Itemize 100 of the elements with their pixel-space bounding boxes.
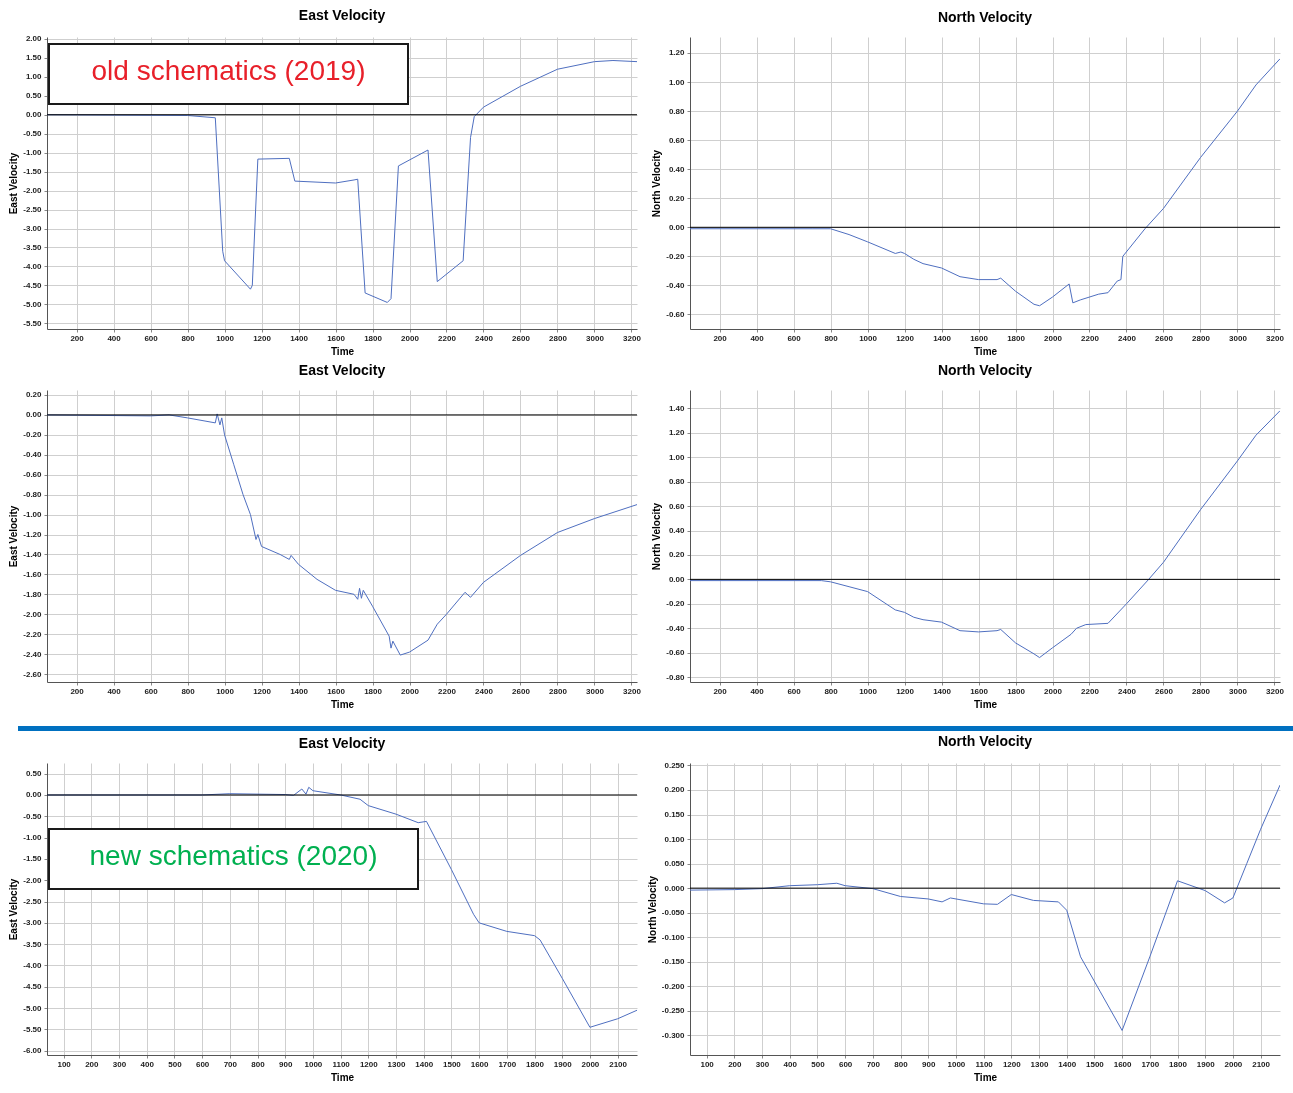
x-tick-label: 2400 bbox=[1118, 333, 1137, 343]
y-tick-label: -0.20 bbox=[666, 599, 686, 609]
x-tick-label: 800 bbox=[181, 686, 196, 696]
x-axis-title: Time bbox=[330, 1071, 355, 1083]
y-tick-label: 0.60 bbox=[668, 135, 686, 145]
x-tick-label: 2000 bbox=[1044, 333, 1063, 343]
y-tick-label: -1.80 bbox=[23, 589, 43, 599]
y-tick-label: -2.60 bbox=[23, 669, 43, 679]
x-tick-label: 1100 bbox=[975, 1059, 994, 1069]
x-tick-label: 1700 bbox=[498, 1059, 517, 1069]
y-tick-label: 0.20 bbox=[668, 550, 686, 560]
y-tick-label: -1.40 bbox=[23, 549, 43, 559]
y-tick-label: -0.50 bbox=[23, 129, 43, 139]
annotation: new schematics (2020) bbox=[88, 840, 379, 872]
x-axis-title: Time bbox=[330, 345, 355, 357]
x-tick-label: 800 bbox=[251, 1059, 266, 1069]
x-tick-label: 800 bbox=[181, 333, 196, 343]
y-tick-label: -0.20 bbox=[23, 430, 43, 440]
y-tick-label: -0.250 bbox=[661, 1006, 686, 1016]
x-tick-label: 2800 bbox=[549, 333, 568, 343]
y-tick-label: -1.00 bbox=[23, 148, 43, 158]
y-tick-label: -0.50 bbox=[23, 811, 43, 821]
y-tick-label: -0.150 bbox=[661, 957, 686, 967]
y-tick-label: -1.50 bbox=[23, 854, 43, 864]
x-tick-label: 200 bbox=[713, 333, 728, 343]
y-tick-label: 0.250 bbox=[664, 760, 686, 770]
x-tick-label: 3200 bbox=[623, 686, 642, 696]
y-tick-label: -0.60 bbox=[23, 470, 43, 480]
x-tick-label: 2100 bbox=[609, 1059, 628, 1069]
x-axis-title: Time bbox=[330, 698, 355, 710]
y-tick-label: -1.20 bbox=[23, 530, 43, 540]
y-tick-label: -4.50 bbox=[23, 982, 43, 992]
y-tick-label: -6.00 bbox=[23, 1046, 43, 1056]
y-tick-label: -3.50 bbox=[23, 242, 43, 252]
y-tick-label: 0.40 bbox=[668, 164, 686, 174]
y-tick-label: -3.00 bbox=[23, 918, 43, 928]
x-tick-label: 400 bbox=[750, 333, 765, 343]
x-tick-label: 1600 bbox=[970, 686, 989, 696]
x-tick-label: 2800 bbox=[1192, 686, 1211, 696]
y-tick-label: -2.40 bbox=[23, 649, 43, 659]
x-tick-label: 1100 bbox=[332, 1059, 351, 1069]
x-tick-label: 2400 bbox=[475, 686, 494, 696]
y-tick-label: 0.50 bbox=[25, 769, 43, 779]
y-tick-label: -0.80 bbox=[23, 490, 43, 500]
y-tick-label: 1.50 bbox=[25, 53, 43, 63]
line-series bbox=[690, 410, 1280, 659]
y-tick-label: -0.100 bbox=[661, 932, 686, 942]
y-tick-label: -1.60 bbox=[23, 569, 43, 579]
chart-title: North Velocity bbox=[937, 733, 1033, 750]
y-tick-label: -0.60 bbox=[666, 309, 686, 319]
y-tick-label: 0.00 bbox=[25, 790, 43, 800]
x-tick-label: 1300 bbox=[387, 1059, 406, 1069]
x-axis-title: Time bbox=[973, 1071, 998, 1083]
x-tick-label: 1400 bbox=[1058, 1059, 1077, 1069]
x-tick-label: 600 bbox=[787, 333, 802, 343]
x-axis-title: Time bbox=[973, 345, 998, 357]
y-tick-label: 1.00 bbox=[25, 72, 43, 82]
y-tick-label: -1.00 bbox=[23, 510, 43, 520]
x-tick-label: 600 bbox=[838, 1059, 853, 1069]
x-tick-label: 800 bbox=[894, 1059, 909, 1069]
y-tick-label: 0.00 bbox=[25, 110, 43, 120]
y-tick-label: 0.00 bbox=[668, 574, 686, 584]
annotation: old schematics (2019) bbox=[90, 55, 367, 87]
x-tick-label: 2000 bbox=[401, 333, 420, 343]
x-tick-label: 200 bbox=[85, 1059, 100, 1069]
y-tick-label: 1.00 bbox=[668, 77, 686, 87]
y-tick-label: 0.20 bbox=[668, 193, 686, 203]
chart-title: North Velocity bbox=[937, 9, 1033, 25]
y-tick-label: 1.20 bbox=[668, 48, 686, 58]
y-tick-label: -0.050 bbox=[661, 908, 686, 918]
y-tick-label: 0.20 bbox=[25, 390, 43, 400]
y-tick-label: 0.40 bbox=[668, 526, 686, 535]
x-tick-label: 2000 bbox=[1224, 1059, 1243, 1069]
y-tick-label: 0.00 bbox=[668, 222, 686, 232]
x-tick-label: 2200 bbox=[1081, 686, 1100, 696]
y-tick-label: -5.00 bbox=[23, 299, 43, 309]
chart-title: North Velocity bbox=[937, 362, 1033, 378]
x-tick-label: 1200 bbox=[1002, 1059, 1022, 1069]
x-tick-label: 2200 bbox=[438, 686, 457, 696]
x-tick-label: 2000 bbox=[401, 686, 420, 696]
x-tick-label: 1700 bbox=[1141, 1059, 1160, 1069]
x-tick-label: 700 bbox=[223, 1059, 238, 1069]
y-tick-label: 1.40 bbox=[668, 403, 686, 413]
y-tick-label: -0.40 bbox=[666, 280, 686, 290]
y-axis-title: North Velocity bbox=[646, 875, 658, 944]
y-tick-label: -0.40 bbox=[666, 623, 686, 633]
x-tick-label: 2000 bbox=[581, 1059, 600, 1069]
x-tick-label: 200 bbox=[713, 686, 728, 696]
x-tick-label: 1400 bbox=[933, 686, 952, 696]
y-tick-label: -4.50 bbox=[23, 280, 43, 290]
y-tick-label: 0.80 bbox=[668, 106, 686, 116]
y-tick-label: -3.50 bbox=[23, 939, 43, 949]
x-tick-label: 500 bbox=[168, 1059, 183, 1069]
y-tick-label: 0.50 bbox=[25, 91, 43, 101]
x-tick-label: 2600 bbox=[1155, 686, 1174, 696]
x-tick-label: 400 bbox=[750, 686, 765, 696]
x-tick-label: 200 bbox=[728, 1059, 743, 1069]
x-tick-label: 2400 bbox=[1118, 686, 1137, 696]
y-tick-label: -4.00 bbox=[23, 261, 43, 271]
y-tick-label: -2.50 bbox=[23, 205, 43, 215]
